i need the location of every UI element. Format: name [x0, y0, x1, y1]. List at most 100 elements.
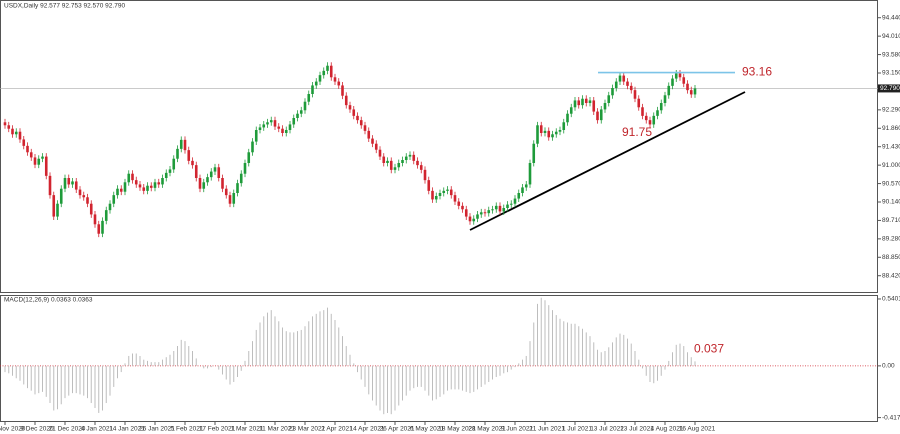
candle-body: [138, 184, 142, 188]
annotation: 0.037: [694, 341, 724, 355]
candle-body: [446, 189, 449, 191]
y-tick-label: 91.000: [882, 162, 900, 169]
candle-body: [524, 184, 528, 188]
candle-body: [378, 149, 382, 157]
candle-body: [498, 205, 502, 212]
candle-body: [656, 110, 659, 116]
candle-body: [611, 88, 614, 96]
candle-body: [374, 143, 378, 150]
x-tick-label: 1 Jul 2021: [562, 426, 592, 433]
x-tick-label: 17 Feb 2021: [199, 426, 236, 433]
candle-body: [172, 158, 176, 170]
candle-body: [119, 188, 123, 192]
candle-body: [513, 198, 517, 204]
candle-body: [382, 156, 386, 163]
candle-body: [258, 127, 262, 130]
y-tick-label: 90.570: [882, 180, 900, 187]
candle-body: [577, 100, 581, 106]
candle-body: [251, 141, 254, 153]
candle-body: [262, 124, 266, 128]
candle-body: [539, 125, 543, 133]
candle-body: [386, 160, 389, 163]
candle-body: [648, 120, 652, 125]
candle-body: [142, 187, 146, 191]
candle-body: [344, 95, 348, 106]
x-tick-label: 4 Aug 2021: [651, 426, 684, 433]
candle-body: [281, 128, 284, 133]
candle-body: [356, 115, 359, 121]
candle-body: [592, 100, 596, 112]
candle-body: [11, 128, 14, 135]
candle-body: [464, 209, 468, 217]
candle-body: [479, 212, 483, 215]
candle-body: [506, 204, 509, 208]
candle-body: [333, 77, 337, 82]
candle-body: [359, 120, 363, 126]
candle-body: [18, 131, 22, 140]
candle-body: [622, 75, 626, 82]
candle-body: [633, 90, 637, 99]
candle-body: [198, 178, 202, 189]
candle-body: [153, 182, 157, 188]
candle-body: [686, 83, 689, 91]
candle-body: [33, 157, 37, 165]
annotation: 91.75: [622, 125, 652, 139]
candle-body: [161, 178, 164, 185]
candle-body: [491, 209, 494, 211]
x-tick-label: 27 Nov 2020: [0, 426, 26, 433]
candle-body: [194, 165, 198, 178]
candle-body: [127, 173, 131, 183]
candle-body: [494, 205, 498, 210]
candle-body: [427, 180, 431, 191]
candle-body: [457, 201, 461, 206]
candle-body: [416, 160, 419, 166]
candle-body: [521, 187, 524, 193]
candle-body: [543, 130, 547, 133]
candle-body: [273, 120, 277, 127]
candle-body: [116, 188, 119, 196]
candle-body: [14, 131, 18, 135]
x-tick-label: 9 Dec 2020: [20, 426, 54, 433]
candle-body: [67, 178, 71, 185]
candle-body: [284, 130, 288, 133]
candle-body: [41, 156, 44, 159]
candle-body: [266, 122, 269, 125]
candle-body: [326, 65, 329, 71]
candle-body: [86, 197, 89, 204]
candle-body: [157, 182, 161, 185]
candle-body: [26, 145, 29, 153]
candle-body: [483, 212, 487, 214]
candle-body: [682, 77, 686, 84]
candle-body: [299, 110, 303, 114]
candle-body: [562, 122, 566, 130]
x-tick-label: 1 Mar 2021: [231, 426, 264, 433]
candle-body: [367, 130, 371, 139]
candle-body: [149, 185, 153, 188]
candle-body: [419, 165, 423, 170]
y-tick-label: 93.150: [882, 70, 900, 77]
y-tick-label: 88.420: [882, 272, 900, 279]
x-tick-label: 4 Jan 2021: [81, 426, 114, 433]
candle-body: [254, 130, 258, 142]
candle-body: [596, 111, 599, 121]
x-tick-label: 21 Jun 2021: [529, 426, 565, 433]
candle-body: [164, 172, 168, 178]
x-tick-label: 23 Jul 2021: [620, 426, 654, 433]
candle-body: [217, 167, 221, 178]
candle-body: [449, 189, 453, 196]
candle-body: [674, 73, 678, 79]
candle-body: [689, 90, 693, 95]
candle-body: [363, 125, 367, 131]
candle-body: [209, 171, 213, 178]
candle-body: [29, 152, 33, 158]
y-tick-label: 88.850: [882, 254, 900, 261]
candle-body: [213, 167, 217, 172]
candle-body: [434, 196, 438, 200]
x-tick-label: 26 Apr 2021: [379, 426, 414, 433]
x-tick-label: 26 Jan 2021: [139, 426, 175, 433]
candle-body: [528, 163, 532, 185]
chart-title: USDX,Daily 92.577 92.753 92.570 92.790: [4, 3, 125, 10]
candle-body: [573, 100, 577, 108]
x-tick-label: 11 Mar 2021: [259, 426, 295, 433]
candle-body: [581, 98, 584, 106]
